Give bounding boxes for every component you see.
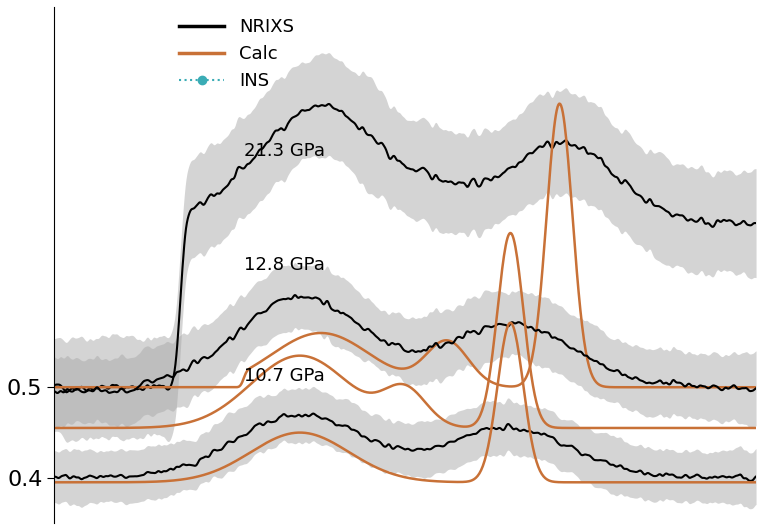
Text: 21.3 GPa: 21.3 GPa [243, 143, 325, 161]
Text: 10.7 GPa: 10.7 GPa [243, 367, 324, 385]
Text: 12.8 GPa: 12.8 GPa [243, 256, 324, 274]
Legend: NRIXS, Calc, INS: NRIXS, Calc, INS [172, 11, 301, 98]
